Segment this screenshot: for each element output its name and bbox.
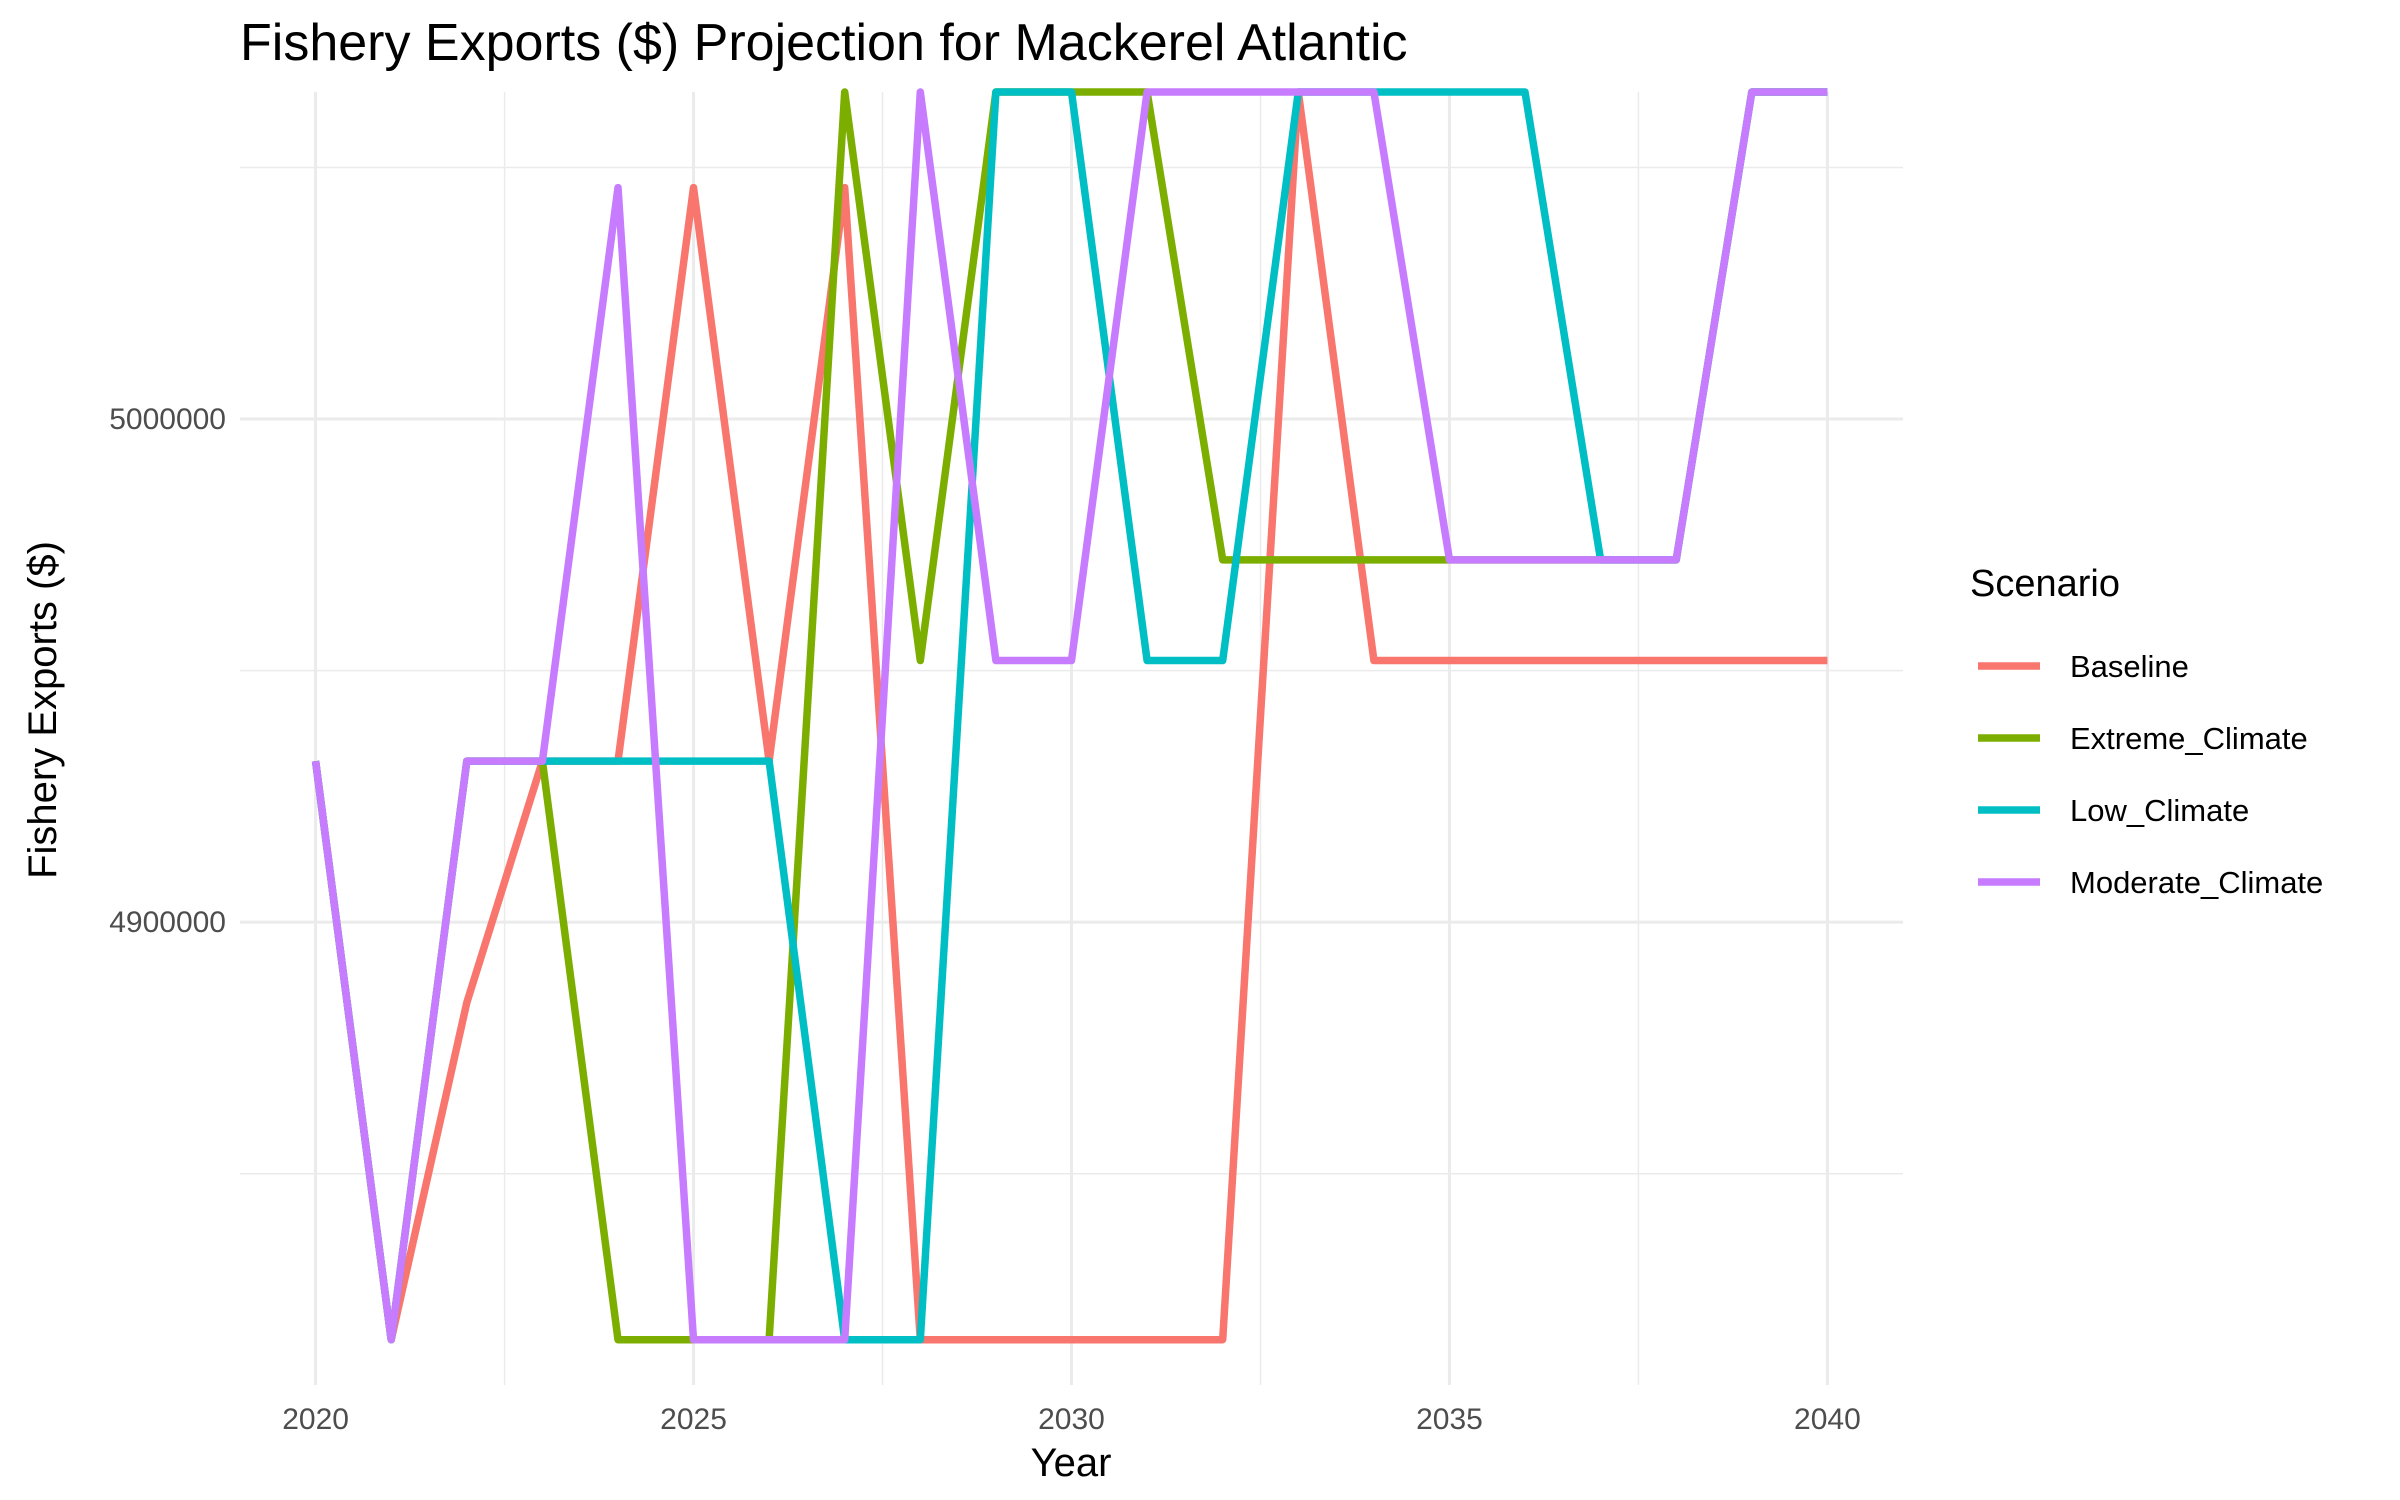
- legend-label: Baseline: [2070, 649, 2189, 684]
- legend-title: Scenario: [1970, 563, 2120, 605]
- x-axis-ticks: 2020 2025 2030 2035 2040: [282, 1403, 1861, 1436]
- x-tick-label: 2035: [1416, 1403, 1483, 1436]
- legend-label: Extreme_Climate: [2070, 721, 2308, 756]
- x-tick-label: 2025: [660, 1403, 727, 1436]
- legend-items: Baseline Extreme_Climate Low_Climate Modera…: [1978, 649, 2323, 900]
- series-lines: [311, 88, 1828, 1344]
- series-line-moderate-climate: [311, 88, 1828, 1344]
- legend-label: Moderate_Climate: [2070, 865, 2323, 900]
- grid-major: [240, 92, 1903, 1385]
- y-axis-ticks: 4900000 5000000: [109, 403, 226, 939]
- y-axis-title: Fishery Exports ($): [21, 541, 65, 879]
- chart-title: Fishery Exports ($) Projection for Macke…: [240, 14, 1408, 72]
- x-tick-label: 2020: [282, 1403, 349, 1436]
- x-axis-title: Year: [1031, 1441, 1112, 1485]
- y-tick-label: 4900000: [109, 906, 226, 939]
- y-tick-label: 5000000: [109, 403, 226, 436]
- x-tick-label: 2040: [1794, 1403, 1861, 1436]
- x-tick-label: 2030: [1038, 1403, 1105, 1436]
- series-line-low-climate: [311, 88, 1828, 1344]
- legend: Scenario Baseline Extreme_Climate Low_Clim…: [1970, 563, 2323, 900]
- legend-label: Low_Climate: [2070, 793, 2249, 828]
